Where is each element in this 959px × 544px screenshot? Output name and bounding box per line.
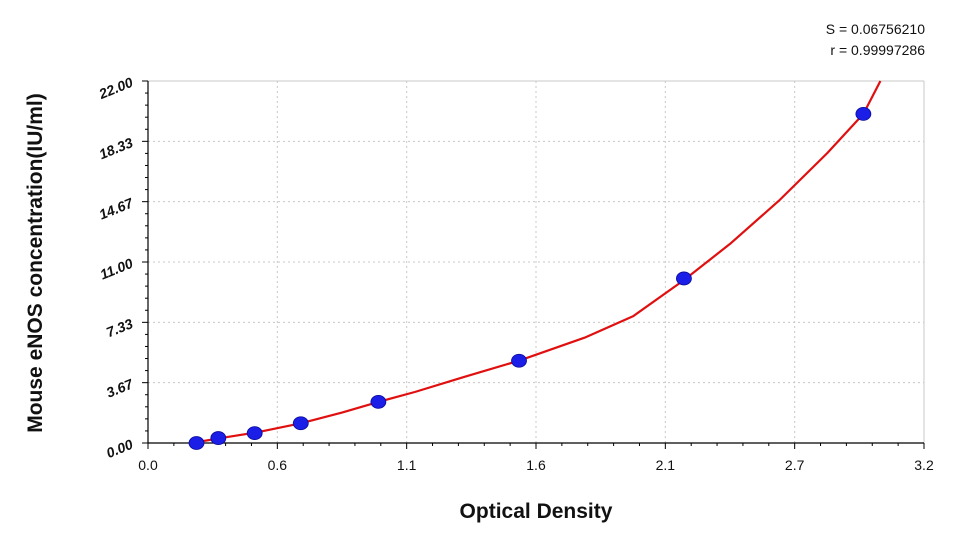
x-tick-label: 1.6: [526, 457, 546, 473]
y-tick-label: 18.33: [97, 134, 136, 162]
data-point: [210, 431, 227, 445]
y-tick-label: 14.67: [97, 194, 137, 222]
y-tick-label: 22.00: [96, 74, 136, 102]
y-axis-label: Mouse eNOS concentration(IU/ml): [24, 93, 47, 433]
x-tick-label: 0.0: [138, 457, 158, 473]
data-point: [676, 271, 692, 286]
y-tick-label: 11.00: [98, 255, 136, 283]
stat-r-value: r = 0.99997286: [830, 42, 925, 58]
data-point: [370, 394, 387, 409]
x-tick-label: 0.6: [268, 457, 288, 473]
x-tick-label: 2.7: [785, 457, 805, 473]
x-tick-label: 3.2: [914, 457, 934, 473]
data-point: [511, 353, 527, 368]
stat-s-value: S = 0.06756210: [825, 21, 925, 37]
x-axis-label: Optical Density: [459, 500, 613, 523]
data-point: [292, 416, 309, 431]
x-tick-label: 1.1: [397, 457, 417, 473]
data-point: [246, 426, 263, 441]
y-tick-label: 7.33: [104, 315, 135, 340]
data-point: [855, 107, 872, 121]
data-point: [188, 436, 205, 450]
x-tick-label: 2.1: [656, 457, 676, 473]
y-tick-label: 3.67: [104, 375, 136, 400]
y-tick-label: 0.00: [104, 436, 135, 461]
